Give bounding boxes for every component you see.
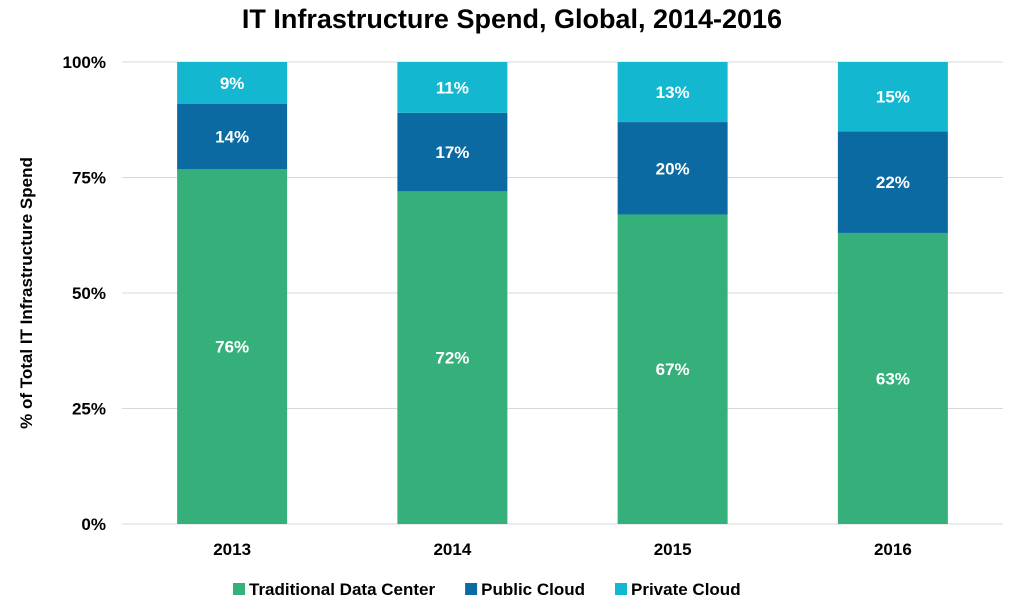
bars: 76% 14% 9% 72% 17% 11% 67% 20% 13% 63% 22% 15%: [177, 62, 948, 525]
data-label: 13%: [656, 83, 690, 102]
legend: Traditional Data Center Public Cloud Priva…: [233, 580, 741, 599]
y-tick-label: 75%: [72, 169, 106, 188]
x-axis-ticks: 2013 2014 2015 2016: [213, 540, 912, 559]
x-tick-label: 2014: [433, 540, 471, 559]
legend-label: Private Cloud: [631, 580, 741, 599]
y-tick-label: 25%: [72, 400, 106, 419]
data-label: 9%: [220, 74, 245, 93]
data-label: 11%: [436, 78, 469, 97]
bar-segment: [397, 62, 508, 113]
y-tick-label: 50%: [72, 284, 106, 303]
data-label: 76%: [215, 338, 249, 357]
data-label: 20%: [656, 159, 690, 178]
legend-label: Public Cloud: [481, 580, 585, 599]
legend-swatch: [233, 583, 245, 595]
chart-title: IT Infrastructure Spend, Global, 2014-20…: [242, 4, 782, 34]
data-label: 67%: [656, 360, 690, 379]
data-label: 22%: [876, 173, 910, 192]
bar-segment: [177, 169, 288, 525]
y-tick-label: 0%: [81, 515, 106, 534]
data-label: 14%: [215, 128, 249, 147]
bar-segment: [617, 214, 728, 524]
y-axis-label: % of Total IT Infrastructure Spend: [17, 157, 36, 429]
x-tick-label: 2016: [874, 540, 912, 559]
x-tick-label: 2013: [213, 540, 251, 559]
data-label: 63%: [876, 369, 910, 388]
x-tick-label: 2015: [654, 540, 692, 559]
bar-segment: [837, 131, 948, 233]
bar-segment: [397, 191, 508, 525]
bar-segment: [837, 62, 948, 132]
data-label: 72%: [435, 349, 469, 368]
legend-swatch: [465, 583, 478, 595]
bar-segment: [837, 232, 948, 524]
bar-segment: [177, 104, 288, 170]
legend-label: Traditional Data Center: [249, 580, 435, 599]
y-tick-label: 100%: [63, 53, 106, 72]
data-label: 15%: [876, 88, 910, 107]
data-label: 17%: [435, 143, 469, 162]
bar-segment: [617, 122, 728, 215]
legend-swatch: [615, 583, 627, 595]
bar-segment: [617, 62, 728, 123]
bar-segment: [397, 112, 508, 192]
bar-segment: [177, 62, 288, 104]
y-axis-ticks: 0% 25% 50% 75% 100%: [63, 53, 106, 534]
